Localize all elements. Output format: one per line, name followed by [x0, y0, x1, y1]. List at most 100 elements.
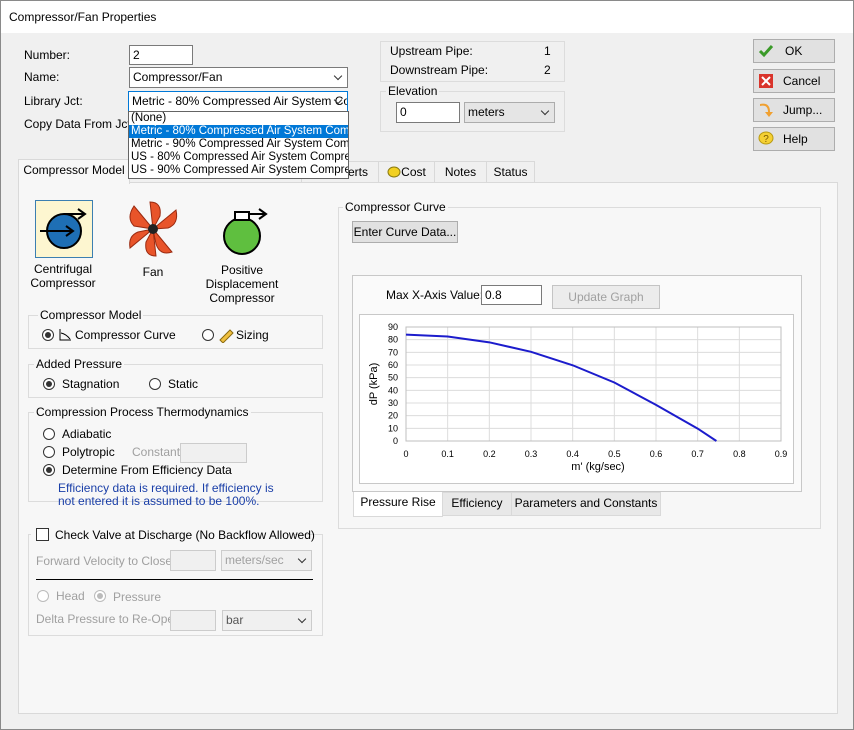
- tab[interactable]: Cost: [378, 161, 435, 183]
- dropdown-option[interactable]: US - 80% Compressed Air System Compresso…: [131, 151, 348, 163]
- radio[interactable]: [42, 329, 54, 341]
- radio-label: Static: [168, 377, 199, 391]
- icon: [59, 329, 71, 341]
- type-label: Fan: [142, 265, 164, 279]
- tab-active[interactable]: Compressor Model: [18, 159, 130, 184]
- radio-label: Pressure: [113, 590, 162, 604]
- y-tick-label: 40: [388, 385, 398, 395]
- icon: [129, 201, 178, 257]
- x-tick-label: 0.2: [483, 449, 496, 459]
- dropdown-list: (None) Metric - 80% Compressed Air System…: [128, 111, 349, 179]
- type-centrifugal[interactable]: [35, 200, 93, 258]
- x-tick-label: 0.4: [566, 449, 579, 459]
- plot-frame: [405, 326, 782, 442]
- label: Library Jct:: [24, 94, 83, 108]
- x-tick-label: 0.8: [733, 449, 746, 459]
- dropdown-option[interactable]: Metric - 80% Compressed Air System Compr…: [129, 125, 348, 138]
- tab[interactable]: Notes: [434, 161, 487, 183]
- icon: ?: [758, 131, 774, 145]
- library-select[interactable]: Metric - 80% Compressed Air System Comp: [128, 91, 348, 112]
- tab-label: Compressor Model: [23, 163, 125, 177]
- tab[interactable]: Efficiency: [442, 492, 512, 516]
- tab-active[interactable]: Pressure Rise: [353, 492, 443, 517]
- tab-label: Status: [493, 165, 528, 179]
- value: 1: [544, 44, 551, 58]
- group-title: Compressor Curve: [343, 200, 448, 214]
- radio[interactable]: [202, 329, 214, 341]
- dropdown-option[interactable]: Metric - 90% Compressed Air System Compr…: [131, 138, 348, 150]
- radio-label: Head: [56, 589, 85, 603]
- x-tick-label: 0.3: [525, 449, 538, 459]
- icon: [758, 45, 774, 58]
- tab-label: Cost: [401, 165, 426, 179]
- type-label: Positive Displacement Compressor: [205, 263, 279, 305]
- name-select[interactable]: Compressor/Fan: [129, 67, 348, 88]
- dropdown-option[interactable]: (None): [131, 112, 167, 124]
- title-bar: Compressor/Fan Properties: [1, 1, 853, 33]
- delta-unit: bar: [222, 610, 312, 631]
- jump-button[interactable]: Jump...: [753, 98, 835, 122]
- pipes-box: [380, 41, 565, 82]
- label: Name:: [24, 70, 60, 84]
- radio-label: Compressor Curve: [75, 328, 176, 342]
- checkbox[interactable]: [36, 528, 49, 541]
- icon: [387, 166, 401, 178]
- type-fan[interactable]: [124, 200, 182, 258]
- icon: [40, 208, 87, 249]
- radio[interactable]: [43, 378, 55, 390]
- radio[interactable]: [43, 428, 55, 440]
- update-graph-button: Update Graph: [552, 285, 660, 309]
- elevation-group: [380, 91, 565, 132]
- label: Forward Velocity to Close: [36, 554, 173, 568]
- tab[interactable]: Parameters and Constants: [511, 492, 661, 516]
- icon: [759, 74, 773, 88]
- elevation-input[interactable]: 0: [396, 102, 460, 123]
- elevation-unit[interactable]: meters: [464, 102, 555, 123]
- y-tick-label: 70: [388, 347, 398, 357]
- separator: [36, 579, 313, 580]
- value: 2: [544, 63, 551, 77]
- radio[interactable]: [149, 378, 161, 390]
- group-title: Compression Process Thermodynamics: [34, 405, 251, 419]
- radio[interactable]: [43, 464, 55, 476]
- label: Delta Pressure to Re-Open: [36, 612, 181, 626]
- group-box: [28, 315, 323, 349]
- label: Max X-Axis Value:: [386, 288, 484, 302]
- x-tick-label: 0.6: [650, 449, 663, 459]
- constant-input: [180, 443, 247, 463]
- group-box: [28, 364, 323, 398]
- x-tick-label: 0.7: [691, 449, 704, 459]
- button-label: Cancel: [783, 74, 821, 88]
- type-positive-displacement[interactable]: [213, 200, 271, 258]
- group-title: Elevation: [386, 84, 440, 98]
- help-button[interactable]: ? Help: [753, 127, 835, 151]
- y-tick-label: 80: [388, 335, 398, 345]
- max-x-input[interactable]: 0.8: [481, 285, 542, 305]
- label: Downstream Pipe:: [390, 63, 489, 77]
- number-input[interactable]: 2: [129, 45, 193, 65]
- ok-button[interactable]: OK: [753, 39, 835, 63]
- y-tick-label: 50: [388, 373, 398, 383]
- y-tick-label: 10: [388, 423, 398, 433]
- y-axis-label: dP (kPa): [368, 363, 380, 406]
- checkbox-label: Check Valve at Discharge (No Backflow Al…: [55, 528, 315, 542]
- x-tick-label: 0.5: [608, 449, 621, 459]
- enter-curve-button[interactable]: Enter Curve Data...: [352, 221, 458, 243]
- radio-label: Determine From Efficiency Data: [62, 463, 232, 477]
- chart: m' (kg/sec) dP (kPa) 0 10 20 30 40 50 60 70 80 90…: [359, 314, 794, 484]
- tab-label: Parameters and Constants: [514, 496, 658, 510]
- curve-line: [405, 333, 717, 442]
- dropdown-option[interactable]: US - 90% Compressed Air System Compresso…: [131, 164, 348, 176]
- velocity-unit: meters/sec: [221, 550, 312, 571]
- group-box: [338, 207, 821, 529]
- tab[interactable]: Status: [486, 161, 535, 183]
- tab-label: Efficiency: [451, 496, 503, 510]
- cancel-button[interactable]: Cancel: [753, 69, 835, 93]
- delta-input: [170, 610, 216, 631]
- tab-label: erts: [348, 165, 369, 179]
- radio[interactable]: [43, 446, 55, 458]
- group-title: Compressor Model: [38, 308, 144, 322]
- icon: [219, 329, 234, 343]
- radio: [37, 590, 49, 602]
